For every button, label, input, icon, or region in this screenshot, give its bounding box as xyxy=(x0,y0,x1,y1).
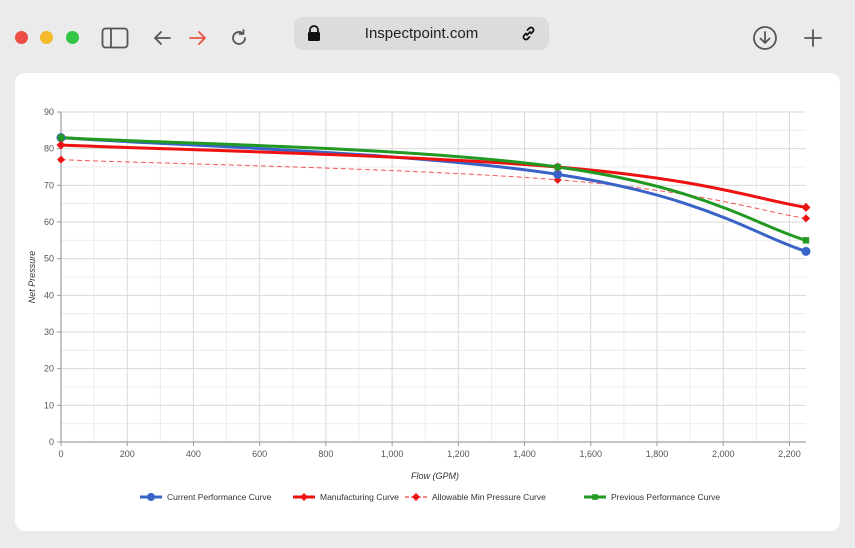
lock-icon xyxy=(306,25,322,47)
series-line-1 xyxy=(60,143,807,209)
address-bar[interactable]: Inspectpoint.com xyxy=(294,17,549,50)
data-point xyxy=(554,163,561,171)
y-tick-label: 0 xyxy=(49,437,54,447)
x-tick-label: 2,000 xyxy=(712,449,735,459)
back-arrow-icon[interactable] xyxy=(148,24,176,52)
reload-icon[interactable] xyxy=(225,24,253,52)
forward-arrow-icon[interactable] xyxy=(184,24,212,52)
legend-item: Current Performance Curve xyxy=(140,492,272,502)
maximize-window-button[interactable] xyxy=(66,31,79,44)
new-tab-plus-icon[interactable] xyxy=(799,24,827,52)
y-tick-label: 90 xyxy=(44,107,54,117)
legend-marker xyxy=(412,493,420,501)
y-tick-label: 30 xyxy=(44,327,54,337)
sidebar-icon[interactable] xyxy=(101,24,129,52)
legend-label: Current Performance Curve xyxy=(167,492,272,502)
page-content: 0 200 400 600 800 1,000 1,200 1,400 1,600 1,800 2,… xyxy=(15,73,840,531)
minimize-window-button[interactable] xyxy=(40,31,53,44)
url-text: Inspectpoint.com xyxy=(364,25,479,42)
y-tick-label: 10 xyxy=(44,400,54,410)
data-point xyxy=(57,155,65,164)
x-tick-label: 1,800 xyxy=(646,449,669,459)
link-icon[interactable] xyxy=(520,25,537,47)
x-tick-label: 800 xyxy=(318,449,333,459)
series-line-3 xyxy=(60,136,807,242)
legend-label: Manufacturing Curve xyxy=(320,492,399,502)
legend-marker xyxy=(592,494,598,500)
data-point xyxy=(801,202,811,212)
y-tick-label: 60 xyxy=(44,217,54,227)
x-tick-label: 600 xyxy=(252,449,267,459)
legend-item: Allowable Min Pressure Curve xyxy=(405,492,546,502)
legend-label: Allowable Min Pressure Curve xyxy=(432,492,546,502)
y-tick-label: 20 xyxy=(44,364,54,374)
x-tick-label: 1,200 xyxy=(447,449,470,459)
data-point xyxy=(56,140,66,150)
data-point xyxy=(553,169,563,179)
x-tick-label: 2,200 xyxy=(778,449,801,459)
y-tick-label: 70 xyxy=(44,180,54,190)
browser-toolbar: Inspectpoint.com xyxy=(0,0,855,72)
series-line-2 xyxy=(60,159,807,219)
close-window-button[interactable] xyxy=(15,31,28,44)
series-line-0 xyxy=(60,136,807,253)
x-tick-label: 400 xyxy=(186,449,201,459)
legend-marker xyxy=(300,493,308,501)
x-tick-label: 1,000 xyxy=(381,449,404,459)
data-point xyxy=(57,134,65,141)
download-icon[interactable] xyxy=(751,24,779,52)
legend-marker xyxy=(147,493,155,501)
y-tick-label: 50 xyxy=(44,254,54,264)
data-point xyxy=(801,246,811,256)
data-point xyxy=(802,214,810,223)
x-tick-label: 1,400 xyxy=(513,449,536,459)
x-axis-label: Flow (GPM) xyxy=(411,471,459,481)
data-point xyxy=(802,237,810,244)
y-tick-label: 40 xyxy=(44,290,54,300)
y-axis-label: Net Pressure xyxy=(27,251,37,304)
x-tick-label: 200 xyxy=(120,449,135,459)
legend-label: Previous Performance Curve xyxy=(611,492,720,502)
x-tick-label: 0 xyxy=(58,449,63,459)
pump-performance-chart: 0 200 400 600 800 1,000 1,200 1,400 1,600 1,800 2,… xyxy=(27,107,811,502)
legend-item: Previous Performance Curve xyxy=(584,492,720,502)
y-tick-label: 80 xyxy=(44,144,54,154)
x-tick-label: 1,600 xyxy=(580,449,603,459)
legend-item: Manufacturing Curve xyxy=(293,492,399,502)
